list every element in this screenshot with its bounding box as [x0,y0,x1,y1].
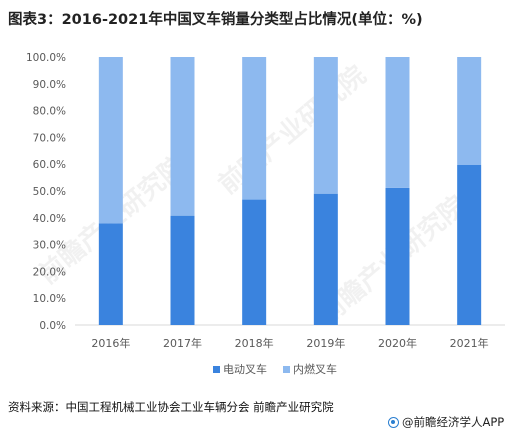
y-tick-label: 0.0% [39,320,66,332]
bar-electric [170,215,195,325]
bar-electric [385,187,410,325]
y-tick-label: 70.0% [33,132,66,144]
bar-combustion [242,57,267,200]
x-tick-label: 2019年 [306,336,345,350]
x-tick-label: 2021年 [450,336,489,350]
bar-combustion [385,57,410,188]
brand-text: @前瞻经济学人APP [402,415,505,429]
y-tick-label: 30.0% [33,240,66,252]
bar-electric [457,165,482,325]
bar-combustion [98,57,123,224]
bar-electric [98,223,123,325]
x-tick-label: 2020年 [378,336,417,350]
y-tick-label: 50.0% [33,186,66,198]
bar-combustion [170,57,195,216]
legend-swatch [283,366,290,373]
y-tick-label: 90.0% [33,79,66,91]
bar-electric [242,199,267,325]
bar-combustion [457,57,482,166]
chart-title: 图表3：2016-2021年中国叉车销量分类型占比情况(单位：%) [8,12,423,28]
y-tick-label: 100.0% [26,52,66,64]
y-tick-label: 20.0% [33,266,66,278]
y-tick-label: 40.0% [33,213,66,225]
x-tick-label: 2016年 [91,336,130,350]
bar-electric [313,193,338,325]
source-note: 资料来源：中国工程机械工业协会工业车辆分会 前瞻产业研究院 [8,400,334,414]
x-tick-label: 2018年 [235,336,274,350]
brand-logo-icon [388,416,399,428]
legend-swatch [213,366,220,373]
bar-combustion [313,57,338,194]
y-tick-label: 60.0% [33,159,66,171]
brand-label: @前瞻经济学人APP [388,414,504,430]
y-tick-label: 80.0% [33,106,66,118]
legend-label: 内燃叉车 [293,362,337,376]
x-tick-label: 2017年 [163,336,202,350]
legend-label: 电动叉车 [223,362,267,376]
y-tick-label: 10.0% [33,293,66,305]
